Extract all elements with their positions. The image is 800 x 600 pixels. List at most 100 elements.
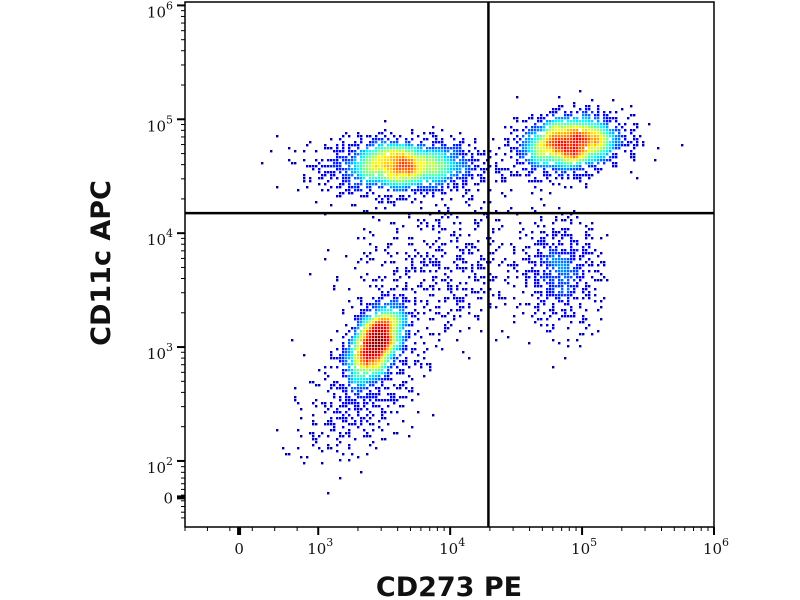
event-point: [366, 357, 369, 360]
event-point: [594, 288, 597, 291]
event-point: [312, 438, 315, 441]
event-point: [456, 303, 459, 306]
event-point: [390, 261, 393, 264]
event-point: [552, 249, 555, 252]
event-point: [555, 171, 558, 174]
event-point: [372, 366, 375, 369]
event-point: [606, 234, 609, 237]
event-point: [567, 126, 570, 129]
event-point: [489, 273, 492, 276]
event-point: [600, 279, 603, 282]
event-point: [336, 357, 339, 360]
event-point: [600, 129, 603, 132]
event-point: [468, 252, 471, 255]
event-point: [369, 285, 372, 288]
event-point: [576, 159, 579, 162]
event-point: [507, 282, 510, 285]
event-point: [522, 120, 525, 123]
event-point: [372, 402, 375, 405]
event-point: [432, 171, 435, 174]
event-point: [420, 270, 423, 273]
event-point: [423, 219, 426, 222]
event-point: [432, 180, 435, 183]
event-point: [516, 171, 519, 174]
event-point: [519, 174, 522, 177]
event-point: [411, 177, 414, 180]
event-point: [555, 231, 558, 234]
event-point: [453, 150, 456, 153]
event-point: [357, 408, 360, 411]
event-point: [588, 156, 591, 159]
event-point: [549, 282, 552, 285]
event-point: [327, 444, 330, 447]
event-point: [438, 339, 441, 342]
event-point: [594, 279, 597, 282]
event-point: [342, 417, 345, 420]
event-point: [582, 264, 585, 267]
event-point: [357, 456, 360, 459]
event-point: [345, 432, 348, 435]
event-point: [363, 429, 366, 432]
event-point: [534, 144, 537, 147]
event-point: [429, 150, 432, 153]
event-point: [342, 180, 345, 183]
event-point: [405, 339, 408, 342]
event-point: [597, 162, 600, 165]
event-point: [330, 357, 333, 360]
event-point: [513, 297, 516, 300]
event-point: [591, 222, 594, 225]
event-point: [549, 246, 552, 249]
event-point: [423, 156, 426, 159]
event-point: [393, 297, 396, 300]
event-point: [561, 234, 564, 237]
event-point: [576, 120, 579, 123]
event-point: [462, 141, 465, 144]
event-point: [429, 258, 432, 261]
event-point: [402, 225, 405, 228]
event-point: [288, 159, 291, 162]
event-point: [384, 171, 387, 174]
event-point: [420, 147, 423, 150]
event-point: [561, 138, 564, 141]
event-point: [330, 171, 333, 174]
event-point: [477, 240, 480, 243]
event-point: [549, 111, 552, 114]
event-point: [381, 327, 384, 330]
event-point: [351, 192, 354, 195]
event-point: [411, 174, 414, 177]
event-point: [558, 147, 561, 150]
event-point: [582, 111, 585, 114]
event-point: [363, 345, 366, 348]
event-point: [624, 129, 627, 132]
event-point: [465, 267, 468, 270]
event-point: [339, 150, 342, 153]
event-point: [369, 342, 372, 345]
event-point: [564, 231, 567, 234]
event-point: [300, 435, 303, 438]
event-point: [573, 288, 576, 291]
event-point: [357, 339, 360, 342]
event-point: [522, 162, 525, 165]
event-point: [375, 399, 378, 402]
event-point: [603, 114, 606, 117]
event-point: [525, 132, 528, 135]
event-point: [366, 165, 369, 168]
event-point: [594, 165, 597, 168]
event-point: [504, 303, 507, 306]
event-point: [339, 396, 342, 399]
event-point: [405, 324, 408, 327]
event-point: [555, 129, 558, 132]
event-point: [366, 360, 369, 363]
event-point: [399, 333, 402, 336]
event-point: [426, 288, 429, 291]
event-point: [393, 315, 396, 318]
event-point: [405, 360, 408, 363]
event-point: [390, 372, 393, 375]
event-point: [480, 168, 483, 171]
event-point: [444, 165, 447, 168]
event-point: [336, 195, 339, 198]
event-point: [345, 369, 348, 372]
event-point: [366, 162, 369, 165]
event-point: [465, 201, 468, 204]
event-point: [483, 291, 486, 294]
